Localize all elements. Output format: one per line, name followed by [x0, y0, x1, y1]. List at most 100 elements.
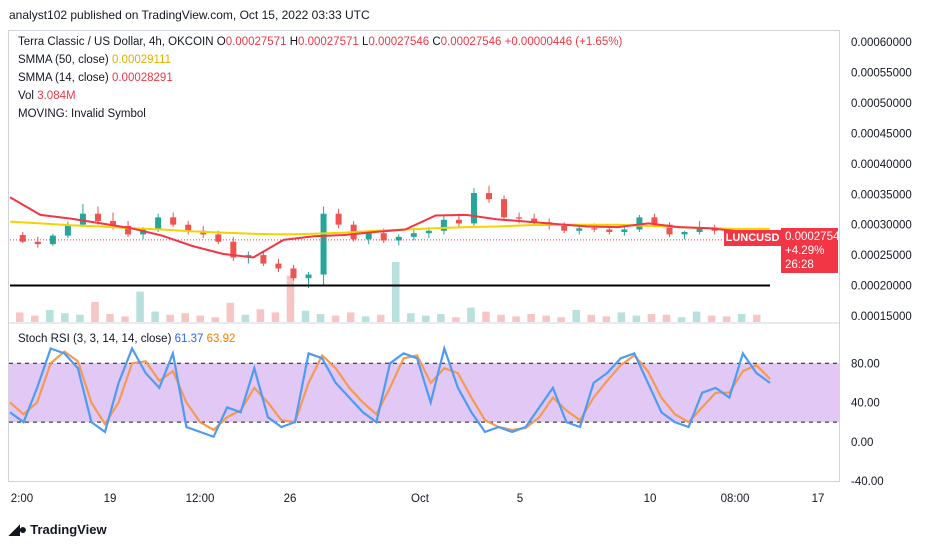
- time-axis: 2:00 19 12:00 26 Oct 5 10 08:00 17: [11, 493, 825, 505]
- volume-bar: [662, 314, 671, 322]
- time-tick-label: 08:00: [721, 493, 750, 505]
- volume-bar: [452, 317, 460, 322]
- stoch-tick-label: -40.00: [851, 476, 884, 488]
- moving-label: MOVING: Invalid Symbol: [18, 108, 146, 120]
- volume-bar: [226, 302, 235, 322]
- price-tick-label: 0.00015000: [851, 311, 912, 323]
- high-label: H: [289, 36, 298, 48]
- volume-bar: [286, 275, 295, 322]
- volume-bar: [692, 311, 701, 322]
- volume-bar: [106, 314, 114, 322]
- volume-bar: [211, 317, 220, 322]
- volume-bar: [632, 315, 641, 322]
- volume-bar: [467, 307, 475, 322]
- close-value: 0.00027546: [440, 36, 502, 48]
- volume-label: Vol: [18, 90, 34, 102]
- volume-bar: [752, 314, 761, 322]
- candle-body: [305, 274, 312, 279]
- candle-body: [79, 213, 86, 225]
- candle-body: [19, 235, 26, 242]
- volume-value: 3.084M: [37, 90, 76, 102]
- candle-body: [621, 229, 628, 232]
- legend-row-smma14[interactable]: SMMA (14, close) 0.00028291: [18, 72, 173, 84]
- volume-bar: [136, 291, 144, 322]
- volume-bar: [407, 313, 415, 322]
- volume-bar: [722, 316, 731, 322]
- candle-body: [636, 217, 643, 230]
- volume-bar: [16, 312, 24, 322]
- candle-body: [696, 227, 703, 232]
- volume-bar: [527, 314, 535, 322]
- volume-bar: [316, 314, 325, 322]
- tradingview-logo-icon: ◢●: [9, 521, 27, 537]
- volume-bar: [121, 316, 129, 322]
- price-axis: 0.00060000 0.00055000 0.00050000 0.00045000…: [851, 37, 912, 323]
- candle-body: [591, 228, 598, 230]
- stoch-d-line: [9, 350, 771, 432]
- candlesticks: [19, 185, 763, 288]
- smma14-label: SMMA (14, close): [18, 72, 109, 84]
- badge-countdown: 26:28: [785, 259, 814, 271]
- volume-bar: [241, 314, 250, 322]
- stoch-tick-label: 40.00: [851, 398, 880, 410]
- volume-bar: [437, 314, 445, 322]
- volume-bar: [46, 310, 54, 322]
- candle-body: [470, 193, 477, 224]
- high-value: 0.00027571: [298, 36, 359, 48]
- volume-bar: [602, 316, 611, 322]
- candle-body: [230, 241, 237, 258]
- price-tick-label: 0.00040000: [851, 159, 912, 171]
- open-label: O: [216, 36, 226, 48]
- candle-body: [34, 241, 41, 245]
- volume-bar: [677, 317, 686, 322]
- legend-row-main: Terra Classic / US Dollar, 4h, OKCOIN O0…: [18, 36, 622, 48]
- legend-row-smma50[interactable]: SMMA (50, close) 0.00029111: [18, 54, 171, 66]
- candle-body: [64, 224, 71, 236]
- volume-bar: [361, 316, 370, 322]
- candle-body: [576, 228, 583, 231]
- candle-body: [666, 224, 673, 235]
- volume-bar: [76, 314, 84, 322]
- smma50-value: 0.00029111: [111, 54, 172, 66]
- price-tick-label: 0.00060000: [851, 37, 912, 49]
- candle-body: [531, 218, 538, 223]
- volume-bar: [392, 262, 400, 322]
- volume-bar: [151, 311, 159, 322]
- candle-body: [365, 233, 372, 240]
- stoch-axis: 80.00 40.00 0.00 -40.00: [851, 358, 884, 488]
- stoch-legend[interactable]: Stoch RSI (3, 3, 14, 14, close) 61.37 63…: [18, 333, 235, 345]
- time-tick-label: 26: [284, 493, 297, 505]
- low-value: 0.00027546: [368, 36, 430, 48]
- stoch-tick-label: 80.00: [851, 358, 880, 370]
- volume-bar: [331, 315, 340, 322]
- legend-row-volume[interactable]: Vol 3.084M: [18, 90, 76, 102]
- price-tick-label: 0.00055000: [851, 68, 912, 80]
- volume-bar: [587, 314, 596, 322]
- tradingview-logo[interactable]: ◢● TradingView: [9, 521, 107, 538]
- candle-body: [125, 225, 132, 235]
- volume-bar: [31, 315, 39, 322]
- time-tick-label: 5: [517, 493, 523, 505]
- candle-body: [486, 193, 493, 200]
- volume-bar: [61, 313, 69, 322]
- volume-bar: [271, 312, 280, 322]
- legend-row-moving[interactable]: MOVING: Invalid Symbol: [18, 108, 146, 120]
- candle-body: [110, 221, 117, 226]
- volume-bar: [497, 314, 505, 322]
- volume-bar: [346, 312, 355, 322]
- volume-bar: [647, 314, 656, 322]
- volume-bar: [512, 316, 520, 322]
- price-tick-label: 0.00050000: [851, 98, 912, 110]
- candle-body: [320, 213, 327, 275]
- candle-body: [501, 199, 508, 218]
- candle-body: [395, 236, 402, 241]
- open-value: 0.00027571: [225, 36, 287, 48]
- candle-body: [94, 213, 101, 222]
- stoch-k-value: 61.37: [174, 333, 204, 345]
- candle-body: [275, 263, 282, 269]
- tradingview-logo-text: TradingView: [30, 522, 107, 537]
- chart-frame: [8, 30, 840, 482]
- volume-bar: [166, 314, 174, 322]
- volume-bar: [301, 310, 310, 322]
